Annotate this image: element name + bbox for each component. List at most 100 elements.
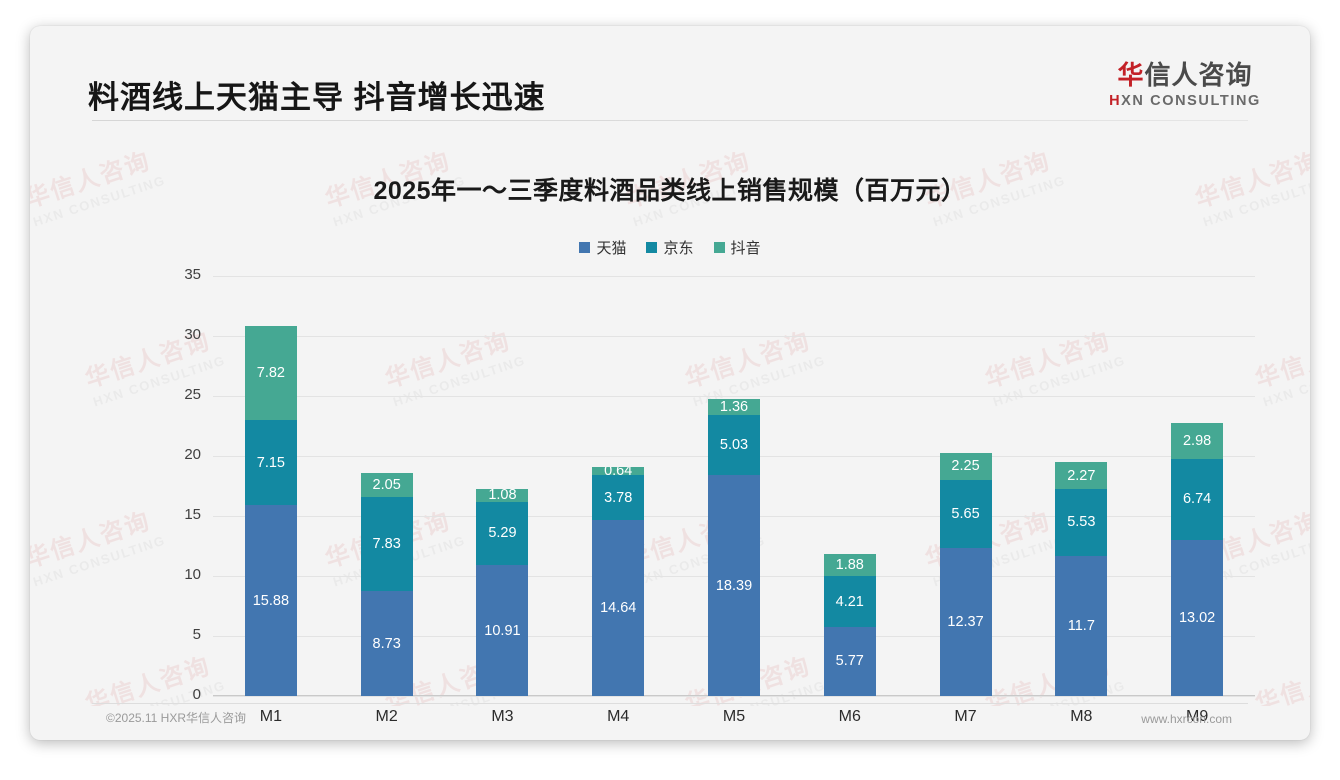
bar-value-label: 14.64 (600, 600, 637, 617)
slide-header: 料酒线上天猫主导 抖音增长迅速 华信人咨询 HXN CONSULTING (30, 26, 1310, 121)
bar-group-M6[interactable]: 1.88 4.21 5.77 M6 (823, 553, 876, 725)
legend-swatch-icon (646, 242, 658, 253)
bar-value-label: 5.29 (488, 525, 517, 542)
bar-segment-抖音[interactable]: 1.36 (708, 398, 760, 415)
bar-group-M4[interactable]: 0.64 3.78 14.64 M4 (592, 467, 645, 725)
bar-segment-京东[interactable]: 4.21 (823, 576, 876, 627)
bar-group-M5[interactable]: 1.36 5.03 18.39 M5 (708, 398, 760, 725)
bar-segment-天猫[interactable]: 15.88 (244, 505, 297, 696)
bar-segment-京东[interactable]: 7.15 (244, 419, 297, 506)
bar-segment-京东[interactable]: 5.29 (476, 501, 529, 566)
bar-segment-京东[interactable]: 5.53 (1055, 489, 1108, 556)
x-axis-label: M1 (259, 708, 282, 725)
bar-value-label: 13.02 (1178, 609, 1216, 626)
bar-segment-抖音[interactable]: 1.08 (476, 488, 529, 502)
legend-label: 天猫 (596, 240, 627, 257)
bar-segment-京东[interactable]: 5.03 (708, 414, 760, 476)
bar-group-M7[interactable]: 2.25 5.65 12.37 M7 (939, 452, 992, 725)
legend-item-抖音[interactable]: 抖音 (713, 237, 761, 258)
bar-segment-天猫[interactable]: 5.77 (823, 626, 876, 696)
bar-segment-天猫[interactable]: 14.64 (592, 520, 645, 696)
bar-value-label: 6.74 (1182, 491, 1212, 508)
bar-group-M8[interactable]: 2.27 5.53 11.7 M8 (1055, 462, 1108, 725)
bar-value-label: 2.27 (1067, 467, 1096, 484)
legend-swatch-icon (713, 242, 725, 253)
gridline (213, 336, 1255, 337)
gridline (213, 696, 1255, 697)
y-axis-tick: 0 (185, 686, 1255, 703)
bar-value-label: 11.7 (1067, 617, 1095, 634)
x-axis-label: M7 (954, 708, 977, 725)
y-axis-label: 10 (184, 566, 201, 583)
bar-value-label: 2.98 (1182, 433, 1212, 450)
bar-value-label: 3.78 (604, 489, 633, 506)
legend-item-天猫[interactable]: 天猫 (579, 237, 626, 258)
legend-label: 京东 (663, 240, 694, 257)
y-axis-label: 15 (184, 506, 201, 523)
bar-segment-天猫[interactable]: 8.73 (360, 591, 413, 696)
bar-segment-京东[interactable]: 6.74 (1171, 458, 1224, 540)
y-axis-label: 35 (184, 266, 201, 283)
brand-logo: 华信人咨询 HXN CONSULTING (1100, 59, 1270, 111)
bar-segment-抖音[interactable]: 2.25 (939, 452, 992, 480)
bar-segment-天猫[interactable]: 10.91 (476, 565, 529, 696)
bar-value-label: 8.73 (372, 635, 401, 652)
bar-segment-天猫[interactable]: 13.02 (1171, 539, 1224, 696)
bar-segment-抖音[interactable]: 0.64 (592, 467, 645, 475)
legend-label: 抖音 (730, 240, 761, 257)
x-axis-label: M5 (722, 708, 746, 725)
legend-swatch-icon (579, 242, 591, 253)
bar-segment-京东[interactable]: 5.65 (939, 479, 992, 548)
x-axis-label: M9 (1185, 708, 1209, 725)
bar-segment-天猫[interactable]: 12.37 (939, 547, 992, 696)
bar-value-label: 7.15 (256, 454, 285, 471)
gridline (213, 276, 1255, 277)
bar-segment-抖音[interactable]: 7.82 (244, 325, 297, 420)
slide-card: 料酒线上天猫主导 抖音增长迅速 华信人咨询 HXN CONSULTING 华信人… (30, 26, 1310, 740)
bar-segment-天猫[interactable]: 11.7 (1055, 555, 1108, 696)
bar-group-M3[interactable]: 1.08 5.29 10.91 M3 (476, 488, 529, 725)
bar-value-label: 7.82 (256, 364, 285, 381)
header-divider (92, 120, 1248, 121)
bar-segment-京东[interactable]: 7.83 (360, 497, 413, 592)
bar-segment-抖音[interactable]: 2.27 (1055, 462, 1108, 490)
y-axis-tick: 25 (184, 386, 1255, 403)
page-title: 料酒线上天猫主导 抖音增长迅速 (88, 80, 546, 115)
bar-segment-抖音[interactable]: 2.98 (1171, 423, 1224, 459)
bar-value-label: 7.83 (372, 536, 401, 553)
x-axis-label: M8 (1070, 708, 1093, 725)
watermark-cn: 华信人咨询 (1252, 327, 1310, 394)
bar-segment-抖音[interactable]: 2.05 (360, 472, 413, 498)
bar-value-label: 5.03 (719, 437, 749, 454)
y-axis-label: 30 (184, 326, 201, 343)
bar-value-label: 0.64 (604, 467, 632, 475)
y-axis-tick: 35 (184, 266, 1255, 283)
bar-value-label: 18.39 (715, 577, 753, 594)
bar-value-label: 5.65 (951, 505, 980, 522)
footer-copyright: ©2025.11 HXR华信人咨询 (106, 711, 246, 725)
legend-item-京东[interactable]: 京东 (646, 237, 694, 258)
footer-divider (92, 703, 1248, 704)
y-axis-label: 5 (192, 626, 201, 643)
bar-value-label: 5.53 (1067, 514, 1096, 531)
watermark-cn: 华信人咨询 (30, 507, 155, 574)
bar-group-M1[interactable]: 7.82 7.15 15.88 M1 (244, 325, 297, 725)
watermark-en: HXN CONSULTING (1261, 352, 1310, 410)
brand-logo-cn: 华信人咨询 (1100, 59, 1270, 91)
x-axis-label: M4 (607, 708, 630, 725)
bar-group-M9[interactable]: 2.98 6.74 13.02 M9 (1171, 423, 1224, 725)
bar-segment-抖音[interactable]: 1.88 (823, 553, 876, 577)
bar-segment-京东[interactable]: 3.78 (592, 474, 645, 521)
bar-value-label: 15.88 (252, 592, 290, 609)
bar-value-label: 1.88 (835, 556, 864, 573)
x-axis-label: M6 (838, 708, 861, 725)
brand-logo-cn-red: 华 (1117, 60, 1145, 90)
footer-website: www.hxrcon.com (1141, 712, 1232, 726)
bar-value-label: 10.91 (484, 622, 521, 639)
bar-segment-天猫[interactable]: 18.39 (708, 475, 760, 696)
bar-value-label: 2.05 (372, 477, 401, 493)
bar-group-M2[interactable]: 2.05 7.83 8.73 M2 (360, 472, 413, 725)
chart-plot-area: 0 5 10 15 20 25 30 35 7.82 7.15 15.88 M1 2.05 7.83 8.… (184, 266, 1255, 725)
